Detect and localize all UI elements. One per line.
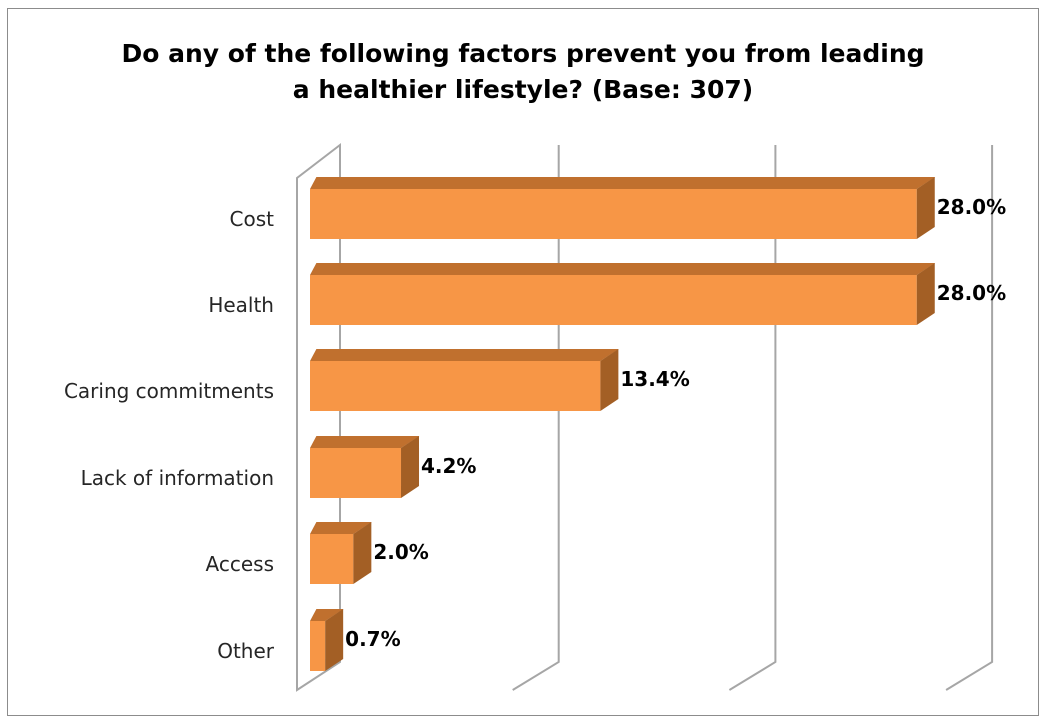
chart-title-line-2: a healthier lifestyle? (Base: 307) [292, 75, 754, 104]
category-label-5: Other [217, 639, 275, 663]
bar-top-2 [310, 349, 619, 361]
bar-side-0 [916, 177, 935, 239]
bar-side-2 [600, 349, 619, 411]
bar-5 [310, 621, 326, 671]
category-label-3: Lack of information [81, 466, 274, 490]
bar-side-5 [325, 609, 344, 671]
bar-side-4 [353, 522, 372, 584]
bar-top-5 [310, 609, 344, 621]
value-label-3: 4.2% [421, 454, 476, 478]
category-label-2: Caring commitments [64, 379, 274, 403]
bar-top-1 [310, 263, 936, 275]
value-label-4: 2.0% [373, 540, 428, 564]
gridline-30 [945, 145, 994, 691]
value-label-5: 0.7% [345, 627, 400, 651]
bar-top-0 [310, 177, 936, 189]
bar-3 [310, 448, 402, 498]
bar-4 [310, 534, 354, 584]
bar-0 [310, 189, 917, 239]
category-label-4: Access [206, 552, 274, 576]
chart-title-line-1: Do any of the following factors prevent … [121, 39, 925, 68]
value-label-1: 28.0% [937, 281, 1006, 305]
bar-side-1 [916, 263, 935, 325]
bar-2 [310, 361, 601, 411]
category-label-1: Health [208, 293, 274, 317]
chart-title: Do any of the following factors prevent … [0, 36, 1046, 108]
bar-top-3 [310, 436, 420, 448]
category-label-0: Cost [230, 207, 275, 231]
bar-top-4 [310, 522, 372, 534]
bar-1 [310, 275, 917, 325]
value-label-2: 13.4% [620, 367, 689, 391]
gridline-0 [296, 142, 341, 692]
value-label-0: 28.0% [937, 195, 1006, 219]
bar-side-3 [401, 436, 420, 498]
